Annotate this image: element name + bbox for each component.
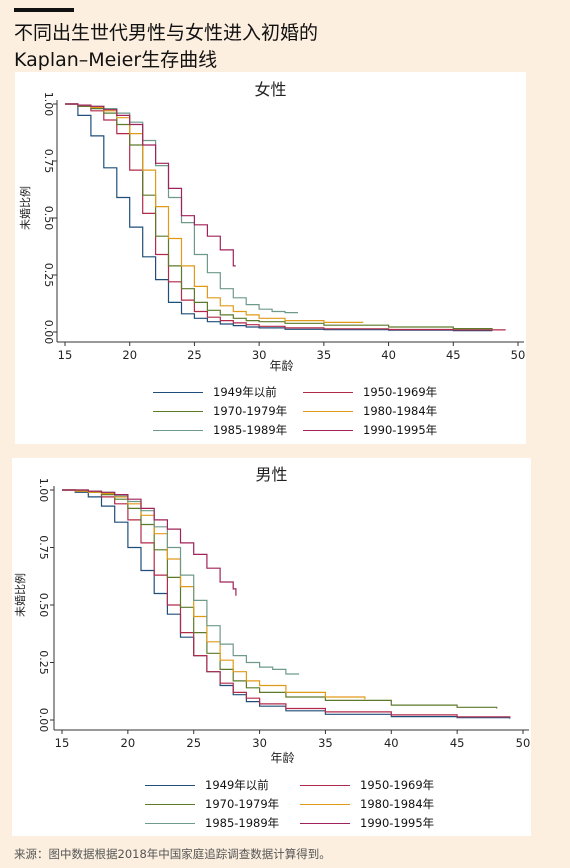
legend-item: 1985-1989年 [145,815,279,831]
x-tick-label: 15 [55,736,70,750]
legend-swatch [300,784,350,786]
legend-label: 1949年以前 [205,778,269,792]
legend-item: 1980-1984年 [303,403,437,419]
legend-item: 1950-1969年 [300,777,434,793]
title-accent-bar [14,8,74,12]
legend-item: 1970-1979年 [145,796,279,812]
legend-item: 1980-1984年 [300,796,434,812]
page-title: 不同出生世代男性与女性进入初婚的 Kaplan–Meier生存曲线 [14,20,534,74]
series-line-1 [62,489,511,719]
series-line-3 [62,489,498,709]
legend-label: 1985-1989年 [205,816,280,830]
x-tick-label: 35 [318,736,333,750]
legend-item: 1949年以前 [153,384,277,400]
male-chart-panel: 男性 0.00 0.25 0.50 0.75 1.00 15 20 25 30 35 40 45 50 年… [12,458,531,836]
legend-label: 1970-1979年 [213,404,288,418]
y-tick-label: 0.75 [42,149,55,174]
chart-title-female: 女性 [254,80,287,99]
legend-label: 1970-1979年 [205,797,280,811]
y-tick-label: 0.25 [42,263,55,288]
series-line-3 [65,103,493,330]
female-chart-panel: 女性 0.00 0.25 0.50 0.75 1.00 15 20 25 30 35 40 45 50 年… [15,72,526,444]
series-line-1 [65,103,493,332]
legend-swatch [300,803,350,805]
legend-item: 1949年以前 [145,777,269,793]
legend-item: 1985-1989年 [153,422,287,438]
series-line-6 [62,489,237,596]
y-axis-label: 未婚比例 [18,186,32,230]
legend-label: 1985-1989年 [213,423,288,437]
y-tick-label: 1.00 [42,92,55,117]
female-km-chart: 0.00 0.25 0.50 0.75 1.00 15 20 25 30 35 40 45 50 年龄 未婚… [18,92,526,372]
x-tick-label: 50 [511,348,526,362]
x-tick-label: 20 [122,348,137,362]
legend-item: 1950-1969年 [303,384,437,400]
series-line-2 [65,103,506,331]
series-line-2 [62,489,511,718]
legend-item: 1990-1995年 [303,422,437,438]
legend-label: 1990-1995年 [363,423,438,437]
title-line-1: 不同出生世代男性与女性进入初婚的 [14,22,319,44]
x-tick-label: 35 [317,348,332,362]
y-axis-label: 未婚比例 [13,573,27,617]
x-tick-label: 45 [450,736,465,750]
x-tick-label: 40 [384,736,399,750]
legend-swatch [153,429,203,431]
x-axis-label: 年龄 [270,751,294,764]
chart-title-male: 男性 [255,465,288,484]
y-tick-label: 0.00 [37,708,50,733]
legend-swatch [145,803,195,805]
x-tick-label: 30 [252,736,267,750]
legend-label: 1949年以前 [213,385,277,399]
x-axis-label: 年龄 [269,359,293,372]
y-tick-label: 0.75 [37,535,50,560]
male-km-chart: 0.00 0.25 0.50 0.75 1.00 15 20 25 30 35 40 45 50 年龄 未婚… [13,478,531,764]
legend-label: 1980-1984年 [360,797,435,811]
x-tick-label: 40 [381,348,396,362]
title-line-2: Kaplan–Meier生存曲线 [14,49,218,71]
y-tick-label: 0.50 [42,206,55,231]
legend-swatch [300,822,350,824]
legend-swatch [153,410,203,412]
x-tick-label: 45 [446,348,461,362]
x-tick-label: 25 [186,736,201,750]
legend-label: 1980-1984年 [363,404,438,418]
legend-label: 1950-1969年 [363,385,438,399]
y-tick-label: 0.00 [42,320,55,345]
series-line-4 [62,489,366,700]
legend-item: 1970-1979年 [153,403,287,419]
x-tick-label: 15 [58,348,73,362]
legend-swatch [145,822,195,824]
legend-swatch [303,410,353,412]
y-tick-label: 0.50 [37,593,50,618]
source-note: 来源：图中数据根据2018年中国家庭追踪调查数据计算得到。 [14,847,331,861]
legend-swatch [153,391,203,393]
legend-item: 1990-1995年 [300,815,434,831]
legend-swatch [145,784,195,786]
y-tick-label: 1.00 [37,478,50,503]
x-tick-label: 25 [187,348,202,362]
series-line-4 [65,103,364,323]
x-tick-label: 30 [252,348,267,362]
legend-swatch [303,429,353,431]
x-tick-label: 20 [121,736,136,750]
series-line-6 [65,103,236,267]
legend-label: 1990-1995年 [360,816,435,830]
legend-swatch [303,391,353,393]
legend-label: 1950-1969年 [360,778,435,792]
x-tick-label: 50 [516,736,531,750]
y-tick-label: 0.25 [37,650,50,675]
